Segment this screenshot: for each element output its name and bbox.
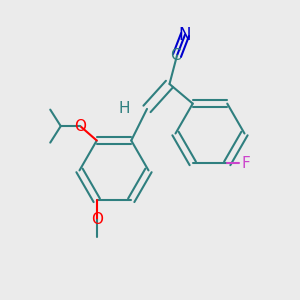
Text: F: F <box>242 156 250 171</box>
Text: N: N <box>179 26 191 44</box>
Text: H: H <box>119 101 130 116</box>
Text: O: O <box>91 212 103 227</box>
Text: C: C <box>170 48 181 63</box>
Text: O: O <box>74 118 86 134</box>
